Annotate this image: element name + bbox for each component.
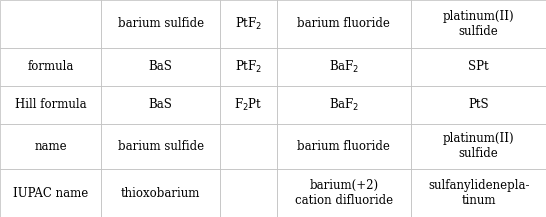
Text: sulfanylidenepla-
tinum: sulfanylidenepla- tinum xyxy=(428,179,530,207)
Text: formula: formula xyxy=(27,60,74,73)
Bar xyxy=(411,48,546,86)
Bar xyxy=(220,0,276,48)
Bar xyxy=(220,48,276,86)
Text: Hill formula: Hill formula xyxy=(15,98,86,111)
Text: BaF$_2$: BaF$_2$ xyxy=(329,59,359,75)
Bar xyxy=(220,124,276,169)
Bar xyxy=(102,124,220,169)
Text: F$_2$Pt: F$_2$Pt xyxy=(234,97,263,113)
Text: BaF$_2$: BaF$_2$ xyxy=(329,97,359,113)
Text: barium sulfide: barium sulfide xyxy=(117,17,204,30)
Bar xyxy=(411,124,546,169)
Bar xyxy=(276,169,411,217)
Bar xyxy=(0,0,102,48)
Bar xyxy=(411,86,546,124)
Text: PtF$_2$: PtF$_2$ xyxy=(235,59,262,75)
Text: SPt: SPt xyxy=(468,60,489,73)
Text: PtS: PtS xyxy=(468,98,489,111)
Bar xyxy=(411,0,546,48)
Text: barium(+2)
cation difluoride: barium(+2) cation difluoride xyxy=(295,179,393,207)
Bar xyxy=(0,124,102,169)
Text: thioxobarium: thioxobarium xyxy=(121,187,200,200)
Text: barium fluoride: barium fluoride xyxy=(298,17,390,30)
Bar xyxy=(102,86,220,124)
Text: platinum(II)
sulfide: platinum(II) sulfide xyxy=(443,132,514,161)
Bar xyxy=(411,169,546,217)
Bar xyxy=(276,0,411,48)
Bar xyxy=(276,124,411,169)
Bar xyxy=(220,169,276,217)
Bar xyxy=(102,48,220,86)
Text: name: name xyxy=(34,140,67,153)
Bar xyxy=(102,169,220,217)
Text: PtF$_2$: PtF$_2$ xyxy=(235,16,262,32)
Bar xyxy=(0,86,102,124)
Text: IUPAC name: IUPAC name xyxy=(13,187,88,200)
Bar xyxy=(0,169,102,217)
Text: platinum(II)
sulfide: platinum(II) sulfide xyxy=(443,10,514,38)
Text: BaS: BaS xyxy=(149,98,173,111)
Bar xyxy=(276,48,411,86)
Text: BaS: BaS xyxy=(149,60,173,73)
Text: barium fluoride: barium fluoride xyxy=(298,140,390,153)
Bar xyxy=(0,48,102,86)
Bar xyxy=(276,86,411,124)
Text: barium sulfide: barium sulfide xyxy=(117,140,204,153)
Bar xyxy=(220,86,276,124)
Bar xyxy=(102,0,220,48)
